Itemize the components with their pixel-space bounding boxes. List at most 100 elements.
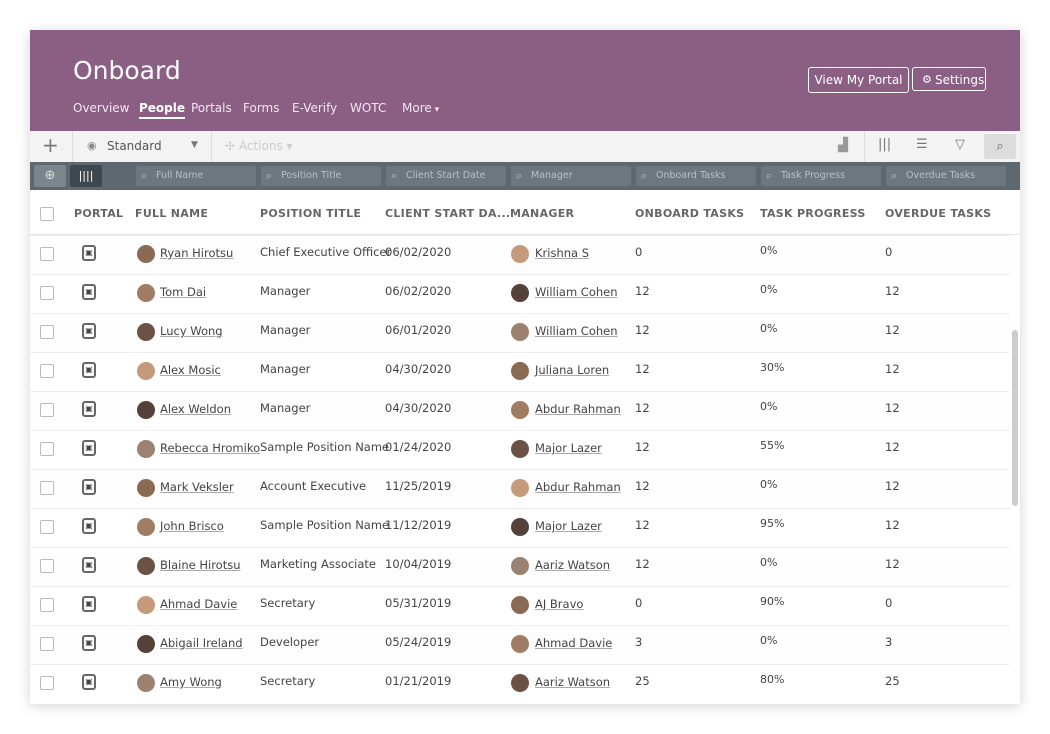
employee-name[interactable]: Lucy Wong	[160, 324, 223, 338]
settings-button[interactable]: Settings ⚙	[912, 67, 986, 91]
manager-name[interactable]: AJ Bravo	[535, 597, 584, 611]
manager-name[interactable]: Major Lazer	[535, 441, 602, 455]
task-progress: 0%	[760, 283, 778, 296]
column-header: POSITION TITLE	[260, 207, 362, 220]
portal-icon[interactable]: ▣	[82, 323, 96, 339]
manager-name[interactable]: William Cohen	[535, 285, 618, 299]
portal-icon[interactable]: ▣	[82, 557, 96, 573]
overdue-tasks: 3	[885, 635, 893, 649]
filter-input[interactable]: Manager ⌕	[511, 166, 631, 186]
filter-icon[interactable]: ▽	[955, 137, 965, 152]
manager-name[interactable]: Juliana Loren	[535, 363, 610, 377]
nav-tab[interactable]: Overview	[73, 101, 130, 115]
nav-tab[interactable]: People	[139, 101, 186, 119]
portal-icon[interactable]: ▣	[82, 440, 96, 456]
onboard-tasks: 0	[635, 596, 643, 610]
position-title: Sample Position Name	[260, 440, 390, 454]
position-title: Sample Position Name	[260, 518, 390, 532]
column-header: FULL NAME	[135, 207, 209, 220]
chart-icon[interactable]: ▟	[838, 138, 848, 153]
settings-icon: ⚙	[922, 73, 932, 86]
scrollbar[interactable]	[1012, 330, 1018, 506]
employee-name[interactable]: Alex Mosic	[160, 363, 221, 377]
employee-name[interactable]: Blaine Hirotsu	[160, 558, 241, 572]
manager-avatar	[511, 479, 529, 497]
task-progress: 0%	[760, 478, 778, 491]
manager-name[interactable]: Abdur Rahman	[535, 402, 621, 416]
manager-name[interactable]: Major Lazer	[535, 519, 602, 533]
row-checkbox[interactable]	[40, 520, 54, 534]
portal-icon[interactable]: ▣	[82, 635, 96, 651]
columns-icon[interactable]: |||	[878, 137, 892, 152]
search-icon[interactable]: ⌕	[984, 134, 1016, 159]
portal-icon[interactable]: ▣	[82, 362, 96, 378]
actions-button[interactable]: ✢ Actions ▾	[225, 139, 293, 153]
filter-input[interactable]: Onboard Tasks ⌕	[636, 166, 756, 186]
row-checkbox[interactable]	[40, 637, 54, 651]
row-checkbox[interactable]	[40, 403, 54, 417]
nav-tab[interactable]: Forms	[243, 101, 280, 115]
filter-input[interactable]: Task Progress ⌕	[761, 166, 881, 186]
onboard-tasks: 25	[635, 674, 650, 688]
column-header: ONBOARD TASKS	[635, 207, 745, 220]
filter-input[interactable]: Overdue Tasks ⌕	[886, 166, 1006, 186]
manager-name[interactable]: William Cohen	[535, 324, 618, 338]
onboard-tasks: 12	[635, 479, 650, 493]
employee-name[interactable]: Mark Veksler	[160, 480, 234, 494]
portal-icon[interactable]: ▣	[82, 596, 96, 612]
manager-name[interactable]: Abdur Rahman	[535, 480, 621, 494]
view-portal-button[interactable]: View My Portal	[808, 67, 909, 93]
portal-icon[interactable]: ▣	[82, 401, 96, 417]
filter-input[interactable]: Full Name ⌕	[136, 166, 256, 186]
position-title: Account Executive	[260, 479, 367, 493]
row-checkbox[interactable]	[40, 559, 54, 573]
start-date: 04/30/2020	[385, 362, 452, 376]
row-checkbox[interactable]	[40, 481, 54, 495]
row-checkbox[interactable]	[40, 247, 54, 261]
row-checkbox[interactable]	[40, 442, 54, 456]
manager-name[interactable]: Krishna S	[535, 246, 590, 260]
employee-avatar	[137, 596, 155, 614]
employee-name[interactable]: Ahmad Davie	[160, 597, 238, 611]
employee-name[interactable]: Ryan Hirotsu	[160, 246, 234, 260]
toolbar: + ◉ Standard ▼ ✢ Actions ▾ ▟ ||| ☰ ▽ ⌕	[30, 131, 1020, 163]
overdue-tasks: 0	[885, 245, 893, 259]
employee-name[interactable]: Amy Wong	[160, 675, 222, 689]
employee-name[interactable]: Abigail Ireland	[160, 636, 243, 650]
view-select[interactable]: ◉ Standard ▼	[72, 131, 212, 162]
row-checkbox[interactable]	[40, 676, 54, 690]
portal-icon[interactable]: ▣	[82, 284, 96, 300]
portal-icon[interactable]: ▣	[82, 479, 96, 495]
employee-name[interactable]: Rebecca Hromiko	[160, 441, 261, 455]
employee-name[interactable]: Tom Dai	[160, 285, 207, 299]
manager-name[interactable]: Aariz Watson	[535, 558, 611, 572]
overdue-tasks: 12	[885, 479, 900, 493]
onboard-tasks: 12	[635, 440, 650, 454]
filter-input[interactable]: Client Start Date ⌕	[386, 166, 506, 186]
filter-input[interactable]: Position Title ⌕	[261, 166, 381, 186]
columns-toggle[interactable]: ||||	[70, 165, 102, 187]
row-checkbox[interactable]	[40, 325, 54, 339]
nav-tab[interactable]: E-Verify	[292, 101, 338, 115]
add-icon[interactable]: +	[42, 133, 59, 157]
manager-name[interactable]: Ahmad Davie	[535, 636, 613, 650]
portal-icon[interactable]: ▣	[82, 518, 96, 534]
portal-icon[interactable]: ▣	[82, 245, 96, 261]
nav-tab[interactable]: WOTC	[350, 101, 387, 115]
start-date: 06/01/2020	[385, 323, 452, 337]
row-checkbox[interactable]	[40, 598, 54, 612]
employee-name[interactable]: Alex Weldon	[160, 402, 231, 416]
task-progress: 0%	[760, 400, 778, 413]
header-checkbox[interactable]	[40, 207, 54, 221]
row-checkbox[interactable]	[40, 364, 54, 378]
portal-icon[interactable]: ▣	[82, 674, 96, 690]
employee-name[interactable]: John Brisco	[160, 519, 224, 533]
globe-toggle[interactable]: ⊕	[34, 165, 66, 187]
row-checkbox[interactable]	[40, 286, 54, 300]
nav-tab[interactable]: Portals	[191, 101, 232, 115]
manager-name[interactable]: Aariz Watson	[535, 675, 611, 689]
group-icon[interactable]: ☰	[916, 137, 928, 152]
task-progress: 80%	[760, 673, 785, 686]
nav-tab[interactable]: More ▾	[402, 101, 440, 115]
